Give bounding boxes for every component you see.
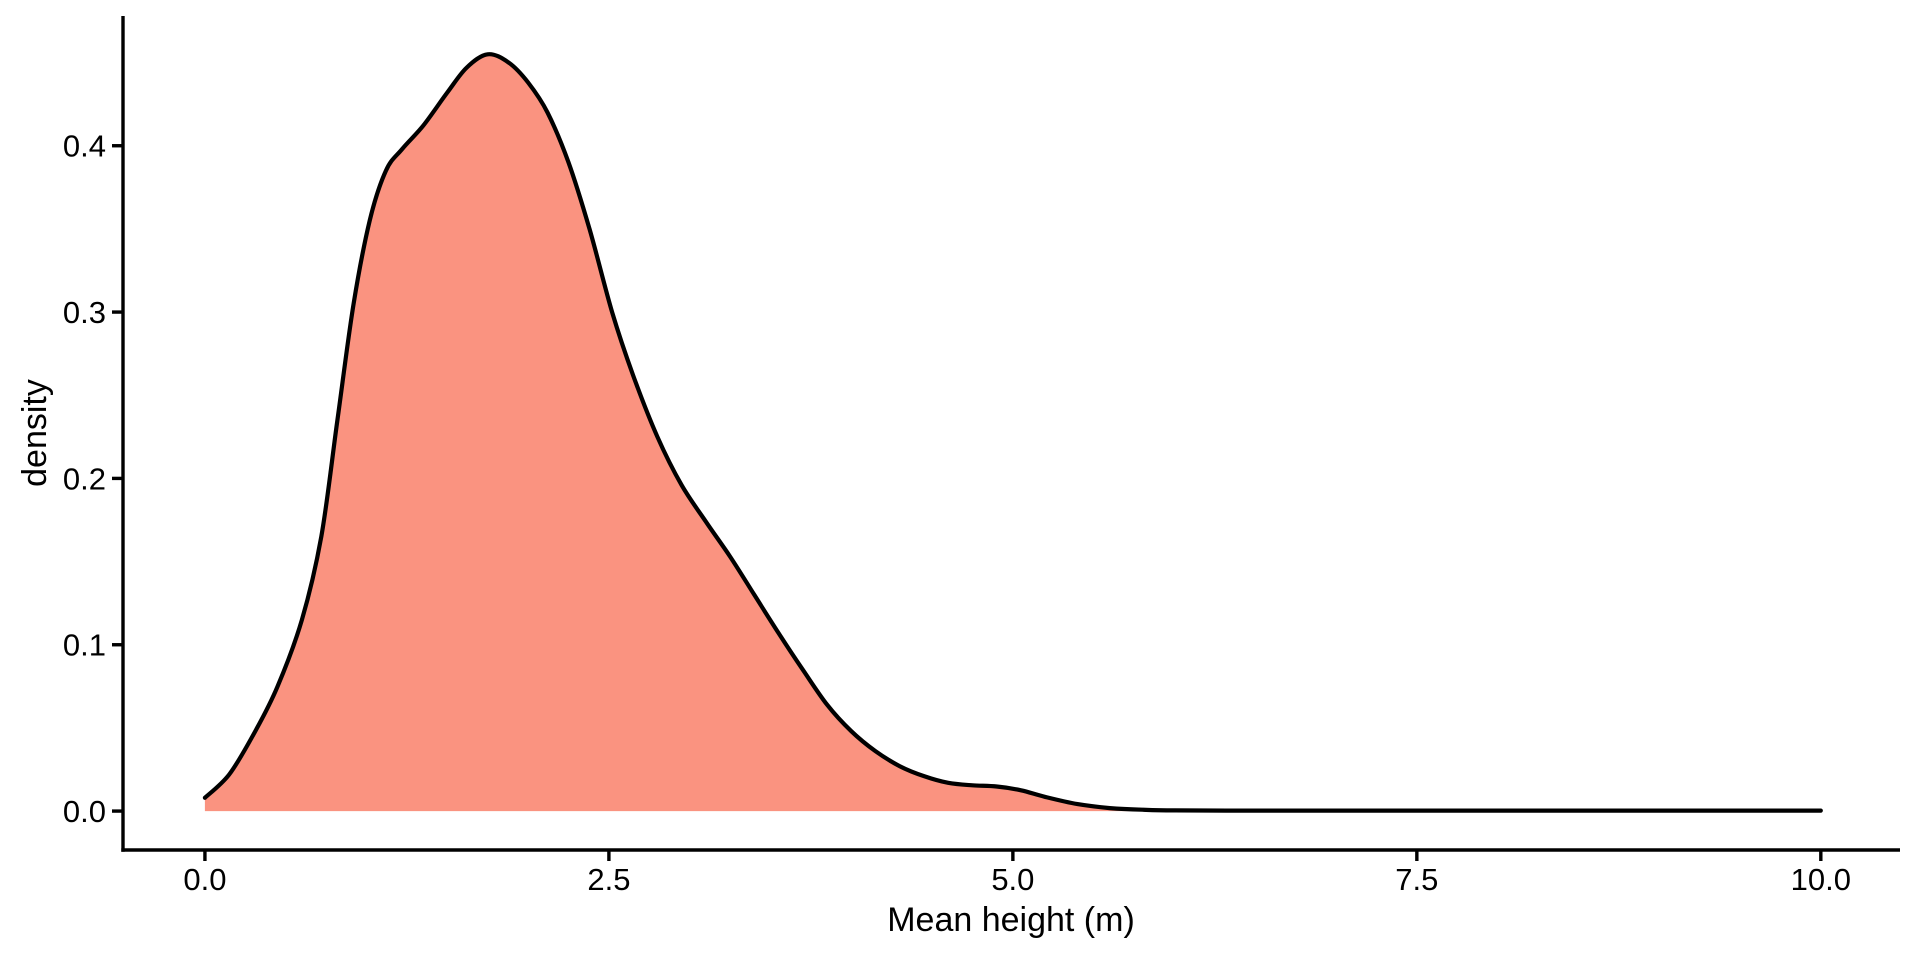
y-axis-tick-label: 0.4 (63, 129, 106, 164)
y-axis-tick-label: 0.3 (63, 295, 106, 330)
density-area-fill (204, 54, 1821, 812)
x-axis-tick-label: 7.5 (1395, 862, 1438, 897)
plot-area (202, 52, 1823, 813)
y-axis-tick-label: 0.0 (63, 794, 106, 829)
x-axis-tick-label: 10.0 (1791, 862, 1851, 897)
x-axis-tick-label: 2.5 (587, 862, 630, 897)
y-axis-tick-label: 0.1 (63, 628, 106, 663)
x-axis-tick-label: 5.0 (991, 862, 1034, 897)
x-axis-tick-label: 0.0 (183, 862, 226, 897)
density-curve-line (202, 52, 1823, 813)
x-axis-title: Mean height (m) (887, 901, 1135, 939)
y-axis-tick-label: 0.2 (63, 461, 106, 496)
axes: 0.0 2.5 5.0 7.5 10.0 0.0 0.1 0.2 0.3 0.4 (63, 16, 1900, 897)
y-axis-title: density (16, 379, 54, 487)
